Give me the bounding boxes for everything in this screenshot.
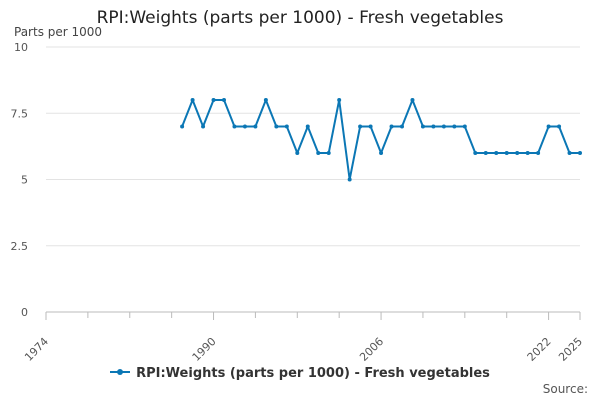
data-point — [546, 124, 551, 129]
data-point — [452, 124, 457, 129]
data-point — [242, 124, 247, 129]
data-point — [263, 98, 268, 102]
data-point — [473, 151, 478, 155]
data-point — [379, 151, 384, 155]
x-tick-label: 2006 — [357, 335, 386, 364]
data-point — [504, 151, 509, 155]
legend-label: RPI:Weights (parts per 1000) - Fresh veg… — [136, 366, 490, 381]
data-point — [441, 124, 446, 129]
y-tick-label: 2.5 — [11, 240, 29, 253]
data-point — [525, 151, 530, 155]
data-point — [431, 124, 436, 129]
source-label: Source: — [542, 382, 588, 396]
data-point — [567, 151, 572, 155]
data-point — [358, 124, 363, 129]
legend[interactable]: RPI:Weights (parts per 1000) - Fresh veg… — [0, 366, 600, 381]
data-point — [578, 151, 582, 155]
data-point — [557, 124, 562, 129]
data-point — [462, 124, 467, 129]
data-point — [410, 98, 415, 102]
data-point — [232, 124, 237, 129]
data-point — [368, 124, 373, 129]
data-point — [295, 151, 300, 155]
data-point — [190, 98, 195, 102]
x-tick-label: 2025 — [556, 335, 585, 364]
y-tick-label: 0 — [21, 306, 28, 319]
legend-swatch — [110, 368, 131, 375]
data-point — [284, 124, 289, 129]
data-point — [515, 151, 520, 155]
data-point — [180, 124, 185, 129]
x-tick-label: 1974 — [22, 335, 51, 364]
data-point — [211, 98, 216, 102]
data-point — [494, 151, 499, 155]
data-point — [326, 151, 331, 155]
x-tick-label: 1990 — [190, 335, 219, 364]
data-point — [253, 124, 258, 129]
data-point — [420, 124, 425, 129]
x-tick-label: 2022 — [525, 335, 554, 364]
y-tick-label: 7.5 — [11, 107, 29, 120]
data-point — [347, 177, 352, 182]
data-point — [201, 124, 206, 129]
y-tick-label: 5 — [21, 174, 28, 187]
data-point — [483, 151, 488, 155]
data-point — [222, 98, 226, 102]
data-point — [316, 151, 321, 155]
data-point — [389, 124, 394, 129]
y-axis-label: Parts per 1000 — [14, 25, 103, 39]
y-tick-label: 10 — [14, 41, 28, 54]
chart-title: RPI:Weights (parts per 1000) - Fresh veg… — [96, 8, 504, 28]
data-point — [536, 151, 541, 155]
data-point — [337, 98, 342, 102]
data-point — [274, 124, 279, 129]
series-line — [181, 99, 580, 181]
data-point — [400, 124, 404, 129]
data-point — [305, 124, 310, 129]
